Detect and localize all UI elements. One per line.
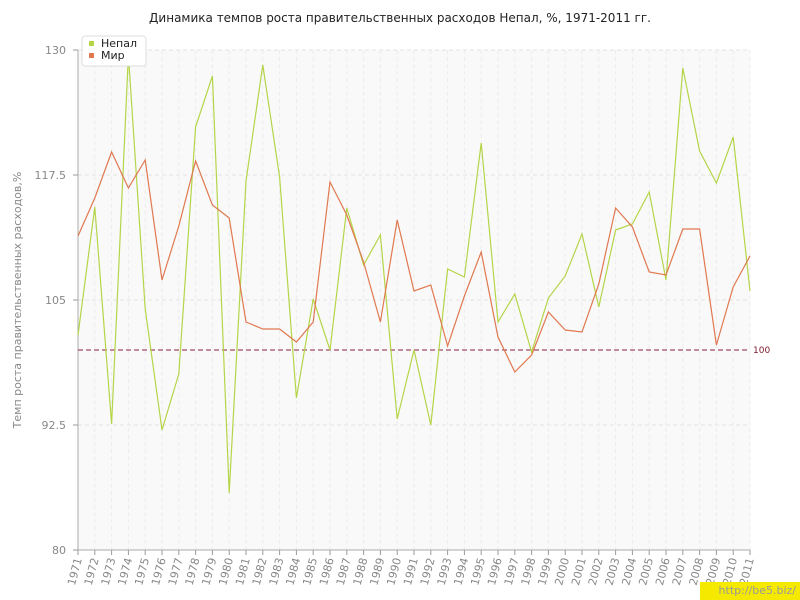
legend-swatch	[89, 41, 94, 46]
legend-label: Непал	[101, 37, 137, 50]
watermark-link[interactable]: http://be5.biz/	[700, 582, 800, 600]
x-tick-labels: 1971197219731974197519761977197819791980…	[65, 556, 757, 586]
y-tick-label: 92.5	[42, 419, 67, 432]
legend-box	[81, 35, 147, 67]
series-line-1	[77, 54, 751, 494]
y-tick-label: 80	[52, 544, 66, 557]
y-tick-label: 105	[45, 294, 66, 307]
axes	[77, 50, 750, 551]
y-tick-label: 117.5	[35, 169, 67, 182]
y-tick-label: 130	[45, 44, 66, 57]
chart-title: Динамика темпов роста правительственных …	[149, 11, 651, 25]
y-axis-label: Темп роста правительственных расходов,%	[11, 172, 24, 430]
y-tick-labels: 130 117.5 105 92.5 80	[35, 44, 67, 557]
reference-line-label: 100	[753, 346, 770, 356]
series	[77, 54, 751, 494]
series-line-2	[77, 150, 751, 374]
legend-swatch	[89, 53, 94, 58]
legend-label: Мир	[101, 49, 125, 62]
